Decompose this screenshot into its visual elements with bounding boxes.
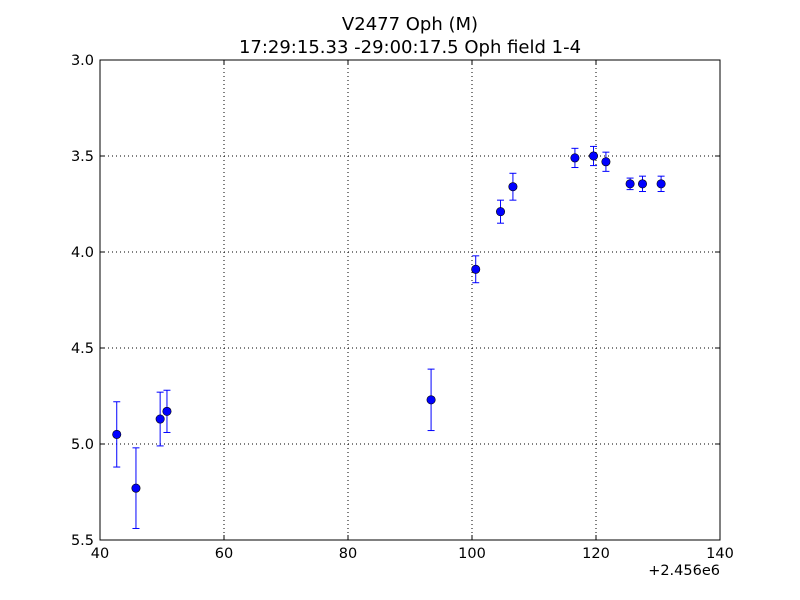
- x-tick-label: 100: [458, 546, 486, 562]
- x-offset-label: +2.456e6: [648, 563, 720, 579]
- data-point: [471, 255, 481, 284]
- data-point: [155, 391, 165, 447]
- marker: [131, 483, 141, 493]
- y-tick-label: 4.5: [71, 341, 94, 357]
- marker: [589, 151, 599, 161]
- data-point: [637, 175, 647, 193]
- x-tick-label: 80: [339, 546, 357, 562]
- marker: [471, 264, 481, 274]
- data-point: [426, 368, 436, 432]
- axis-ticks: [99, 59, 721, 541]
- y-tick-label: 3.0: [71, 53, 94, 69]
- marker: [656, 179, 666, 189]
- marker: [625, 179, 635, 189]
- marker: [426, 395, 436, 405]
- marker: [155, 414, 165, 424]
- data-point: [162, 389, 172, 433]
- marker: [637, 179, 647, 189]
- data-point: [589, 145, 599, 167]
- y-tick-label: 5.0: [71, 437, 94, 453]
- data-point: [496, 199, 506, 224]
- data-point: [656, 175, 666, 193]
- chart-subtitle: 17:29:15.33 -29:00:17.5 Oph field 1-4: [239, 37, 581, 58]
- data-point: [508, 172, 518, 201]
- data-point: [131, 447, 141, 529]
- data-point: [601, 151, 611, 172]
- y-tick-label: 4.0: [71, 245, 94, 261]
- marker: [601, 157, 611, 167]
- data-point: [112, 401, 122, 468]
- data-point: [625, 177, 635, 191]
- x-tick-label: 120: [582, 546, 610, 562]
- chart-title: V2477 Oph (M): [342, 14, 478, 35]
- marker: [162, 406, 172, 416]
- marker: [112, 429, 122, 439]
- y-tick-label: 5.5: [71, 533, 94, 549]
- marker: [496, 207, 506, 217]
- marker: [570, 153, 580, 163]
- data-point: [570, 147, 580, 169]
- plot-frame: [99, 59, 721, 541]
- y-tick-label: 3.5: [71, 149, 94, 165]
- x-tick-label: 140: [706, 546, 734, 562]
- tick-labels: 40 60 80 100 120 140 3.0 3.5 4.0 4.5 5.0 5.5: [71, 53, 734, 562]
- x-tick-label: 60: [215, 546, 233, 562]
- grid: [100, 60, 720, 540]
- marker: [508, 182, 518, 192]
- data-points: [112, 145, 666, 529]
- x-tick-label: 40: [91, 546, 109, 562]
